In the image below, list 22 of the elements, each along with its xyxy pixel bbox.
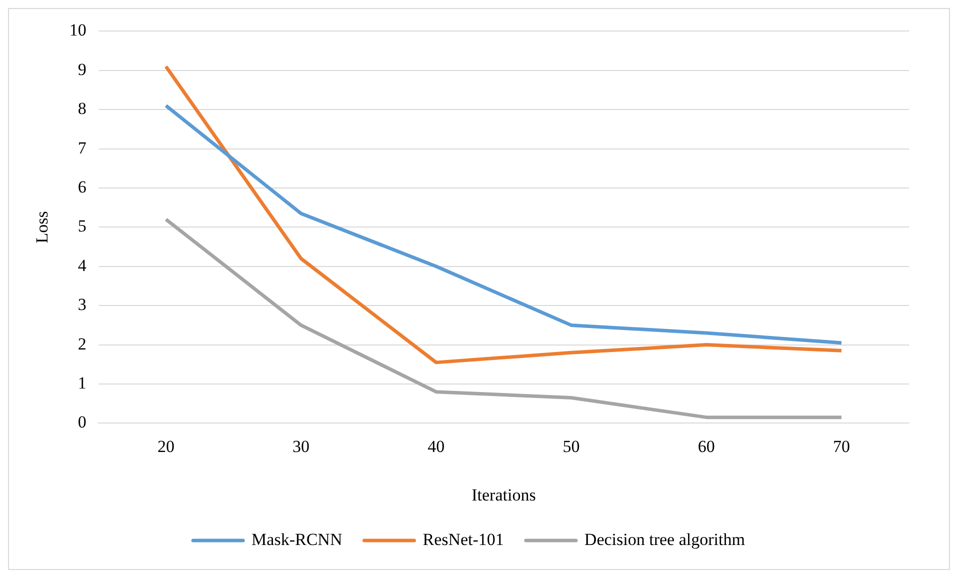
x-tick-label: 40: [428, 436, 445, 456]
x-tick-label: 60: [698, 436, 715, 456]
y-tick-label: 4: [78, 256, 87, 275]
y-tick-label: 0: [78, 412, 86, 432]
y-tick-label: 8: [78, 99, 86, 118]
y-tick-label: 9: [78, 60, 86, 79]
y-tick-label: 5: [78, 216, 86, 236]
legend-label: Mask-RCNN: [252, 530, 342, 549]
y-tick-label: 7: [78, 138, 87, 158]
x-tick-label: 70: [832, 436, 850, 456]
x-axis-title: Iterations: [472, 485, 536, 504]
y-tick-label: 1: [78, 373, 86, 392]
x-tick-label: 50: [562, 436, 580, 456]
y-tick-label: 10: [69, 20, 86, 40]
legend-label: ResNet-101: [422, 530, 504, 549]
y-tick-label: 6: [78, 177, 86, 196]
y-axis-title: Loss: [32, 211, 52, 244]
y-tick-label: 3: [78, 295, 86, 314]
y-tick-label: 2: [78, 334, 86, 354]
legend-label: Decision tree algorithm: [584, 530, 745, 549]
x-tick-label: 30: [292, 436, 310, 456]
x-tick-label: 20: [157, 436, 174, 456]
